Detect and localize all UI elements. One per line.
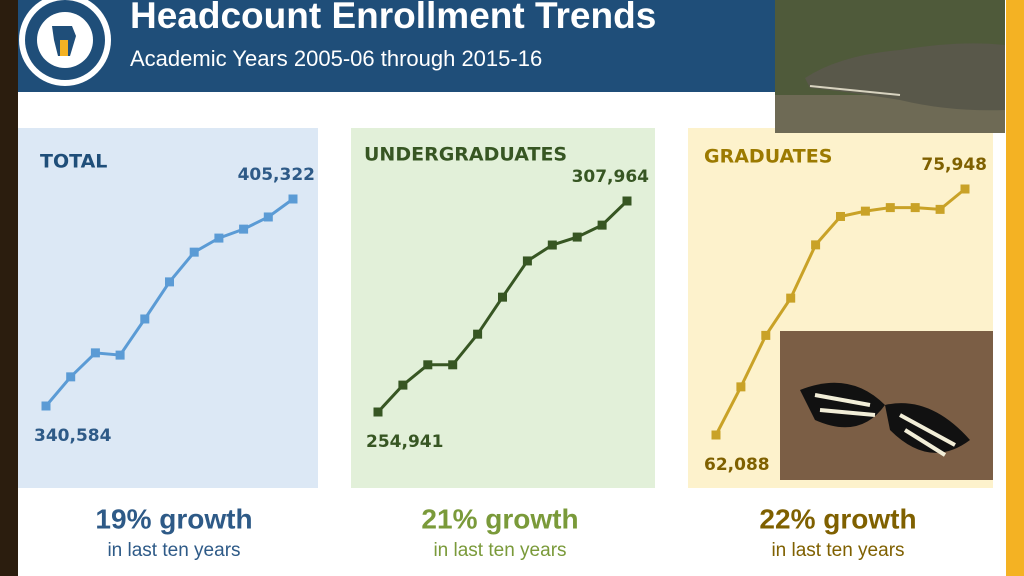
- growth-text: 21% growth: [421, 503, 578, 534]
- data-label: 75,948: [921, 155, 987, 175]
- point: [263, 212, 273, 222]
- growth-note: in last ten years: [433, 540, 566, 561]
- panel: [18, 128, 318, 488]
- point: [622, 196, 632, 206]
- point: [90, 348, 100, 358]
- header-subtitle: Academic Years 2005-06 through 2015-16: [130, 46, 542, 71]
- header-title: Headcount Enrollment Trends: [130, 0, 656, 36]
- right-strip: [1006, 0, 1024, 576]
- point: [935, 204, 945, 214]
- point: [597, 220, 607, 230]
- point: [473, 329, 483, 339]
- point: [836, 211, 845, 221]
- point: [423, 360, 433, 370]
- growth-note: in last ten years: [771, 540, 904, 561]
- growth-note: in last ten years: [107, 540, 240, 561]
- point: [214, 233, 224, 243]
- point: [498, 292, 507, 302]
- data-label: 62,088: [704, 455, 770, 475]
- data-label: 405,322: [238, 165, 315, 185]
- chart-title: TOTAL: [40, 151, 107, 173]
- chart-title: GRADUATES: [704, 146, 832, 168]
- chart-title: UNDERGRADUATES: [364, 144, 567, 166]
- point: [288, 194, 298, 204]
- point: [373, 407, 383, 417]
- point: [66, 372, 76, 382]
- point: [239, 224, 249, 234]
- point: [140, 314, 150, 324]
- growth-text: 19% growth: [95, 503, 252, 534]
- point: [398, 380, 408, 390]
- data-label: 307,964: [572, 167, 650, 187]
- point: [786, 293, 796, 303]
- data-label: 340,584: [34, 426, 112, 446]
- point: [572, 232, 582, 242]
- point: [910, 203, 920, 213]
- left-strip: [0, 0, 18, 576]
- growth-text: 22% growth: [759, 503, 916, 534]
- panel: [351, 128, 655, 488]
- point: [522, 256, 532, 266]
- point: [448, 360, 458, 370]
- point: [547, 240, 557, 250]
- point: [189, 247, 199, 257]
- seal: [19, 0, 111, 86]
- point: [736, 382, 746, 392]
- header-band: [18, 0, 775, 92]
- butterfly-photo: [780, 331, 993, 480]
- point: [860, 206, 870, 216]
- point: [885, 203, 895, 213]
- point: [960, 184, 970, 194]
- point: [761, 330, 771, 340]
- point: [115, 350, 125, 360]
- point: [711, 430, 721, 440]
- data-label: 254,941: [366, 432, 443, 452]
- point: [41, 401, 51, 411]
- point: [811, 240, 821, 250]
- point: [165, 277, 174, 287]
- alligator-photo: [775, 0, 1005, 133]
